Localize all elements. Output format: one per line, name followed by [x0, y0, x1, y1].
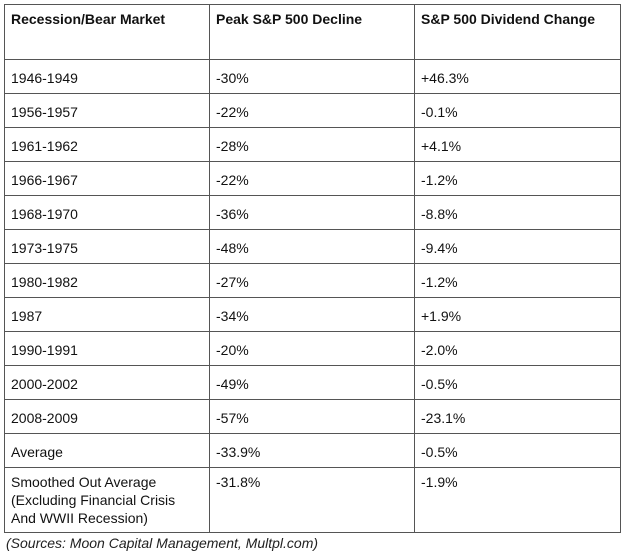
- dividend-cell: -9.4%: [414, 229, 621, 264]
- table-row: 1946-1949 -30% +46.3%: [4, 59, 621, 94]
- average-row: Average -33.9% -0.5%: [4, 433, 621, 468]
- period-cell: 2008-2009: [4, 399, 210, 434]
- header-recession: Recession/Bear Market: [4, 4, 210, 60]
- period-cell: Average: [4, 433, 210, 468]
- period-cell: 1990-1991: [4, 331, 210, 366]
- decline-cell: -49%: [209, 365, 415, 400]
- period-cell: 1968-1970: [4, 195, 210, 230]
- dividend-cell: -1.9%: [414, 467, 621, 533]
- dividend-cell: -23.1%: [414, 399, 621, 434]
- period-cell: Smoothed Out Average (Excluding Financia…: [4, 467, 210, 533]
- recession-dividend-table: Recession/Bear Market Peak S&P 500 Decli…: [4, 4, 621, 533]
- period-cell: 1980-1982: [4, 263, 210, 298]
- table-row: 1980-1982 -27% -1.2%: [4, 263, 621, 298]
- decline-cell: -36%: [209, 195, 415, 230]
- table-row: 1968-1970 -36% -8.8%: [4, 195, 621, 230]
- header-dividend-change: S&P 500 Dividend Change: [414, 4, 621, 60]
- table-row: 1966-1967 -22% -1.2%: [4, 161, 621, 196]
- table-row: 1973-1975 -48% -9.4%: [4, 229, 621, 264]
- decline-cell: -34%: [209, 297, 415, 332]
- period-cell: 2000-2002: [4, 365, 210, 400]
- decline-cell: -31.8%: [209, 467, 415, 533]
- table-row: 2000-2002 -49% -0.5%: [4, 365, 621, 400]
- dividend-cell: -0.5%: [414, 365, 621, 400]
- dividend-cell: -0.5%: [414, 433, 621, 468]
- decline-cell: -28%: [209, 127, 415, 162]
- period-cell: 1987: [4, 297, 210, 332]
- dividend-cell: -2.0%: [414, 331, 621, 366]
- decline-cell: -22%: [209, 93, 415, 128]
- dividend-cell: -8.8%: [414, 195, 621, 230]
- table-row: 1956-1957 -22% -0.1%: [4, 93, 621, 128]
- dividend-cell: +4.1%: [414, 127, 621, 162]
- period-cell: 1946-1949: [4, 59, 210, 94]
- table-row: 1987 -34% +1.9%: [4, 297, 621, 332]
- period-cell: 1966-1967: [4, 161, 210, 196]
- source-caption: (Sources: Moon Capital Management, Multp…: [6, 535, 319, 551]
- decline-cell: -22%: [209, 161, 415, 196]
- dividend-cell: -0.1%: [414, 93, 621, 128]
- decline-cell: -20%: [209, 331, 415, 366]
- smoothed-average-row: Smoothed Out Average (Excluding Financia…: [4, 467, 621, 533]
- dividend-cell: +1.9%: [414, 297, 621, 332]
- period-cell: 1973-1975: [4, 229, 210, 264]
- decline-cell: -27%: [209, 263, 415, 298]
- dividend-cell: -1.2%: [414, 263, 621, 298]
- decline-cell: -33.9%: [209, 433, 415, 468]
- dividend-cell: -1.2%: [414, 161, 621, 196]
- table-row: 1990-1991 -20% -2.0%: [4, 331, 621, 366]
- decline-cell: -30%: [209, 59, 415, 94]
- table-row: 2008-2009 -57% -23.1%: [4, 399, 621, 434]
- dividend-cell: +46.3%: [414, 59, 621, 94]
- period-cell: 1961-1962: [4, 127, 210, 162]
- period-cell: 1956-1957: [4, 93, 210, 128]
- header-peak-decline: Peak S&P 500 Decline: [209, 4, 415, 60]
- table-row: 1961-1962 -28% +4.1%: [4, 127, 621, 162]
- decline-cell: -57%: [209, 399, 415, 434]
- decline-cell: -48%: [209, 229, 415, 264]
- header-row: Recession/Bear Market Peak S&P 500 Decli…: [4, 4, 621, 60]
